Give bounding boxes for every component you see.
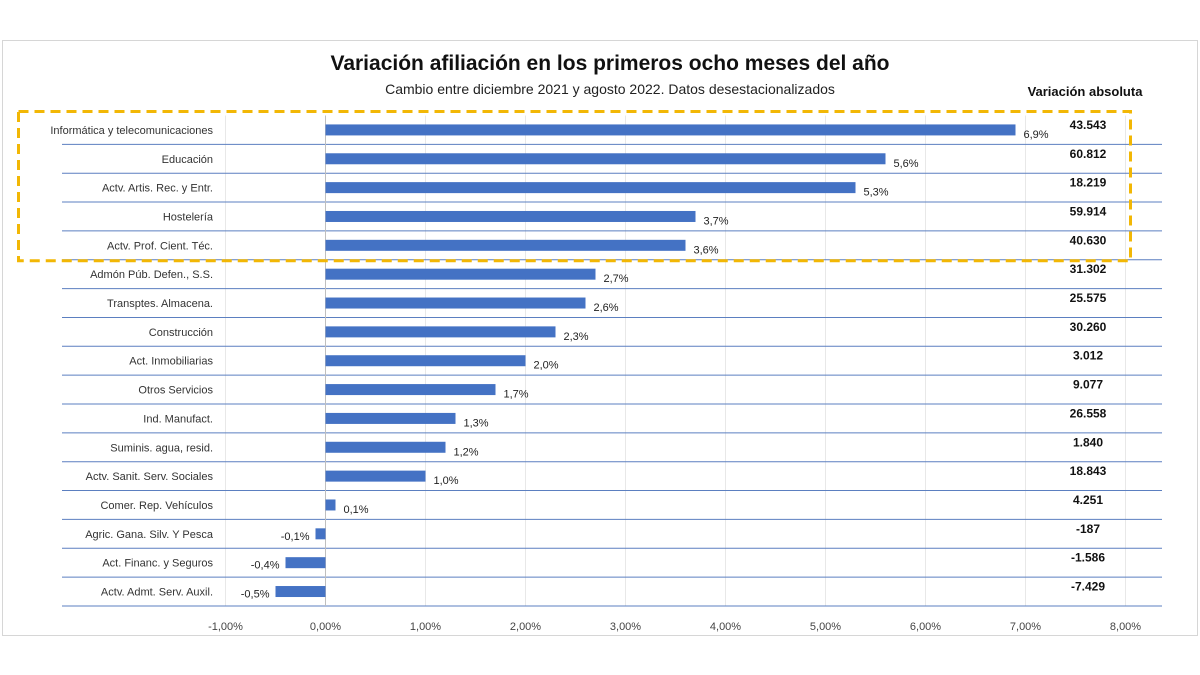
absolute-value: 60.812 xyxy=(1070,147,1107,161)
absolute-variation-header: Variación absoluta xyxy=(1027,84,1143,99)
bar xyxy=(325,326,556,338)
absolute-value: 31.302 xyxy=(1070,262,1107,276)
bar xyxy=(275,586,326,598)
category-label: Actv. Admt. Serv. Auxil. xyxy=(101,587,213,599)
bar xyxy=(325,268,596,280)
category-label: Act. Financ. y Seguros xyxy=(102,558,213,570)
bar xyxy=(325,124,1016,136)
chart-subtitle: Cambio entre diciembre 2021 y agosto 202… xyxy=(385,81,835,97)
data-label: 0,1% xyxy=(344,504,369,516)
x-tick-label: 7,00% xyxy=(1010,621,1041,633)
category-label: Actv. Sanit. Serv. Sociales xyxy=(86,471,214,483)
bar xyxy=(325,384,496,396)
absolute-value: 1.840 xyxy=(1073,435,1103,449)
data-label: 1,7% xyxy=(504,389,529,401)
data-label: 1,0% xyxy=(434,475,459,487)
absolute-value: 9.077 xyxy=(1073,378,1103,392)
category-label: Admón Púb. Defen., S.S. xyxy=(90,269,213,281)
x-tick-label: 1,00% xyxy=(410,621,441,633)
x-tick-label: 6,00% xyxy=(910,621,941,633)
category-label: Suminis. agua, resid. xyxy=(110,442,213,454)
bar xyxy=(325,239,686,251)
data-label: 6,9% xyxy=(1024,129,1049,141)
absolute-value: 18.219 xyxy=(1070,176,1107,190)
absolute-value: 30.260 xyxy=(1070,320,1107,334)
category-label: Informática y telecomunicaciones xyxy=(50,125,213,137)
category-label: Otros Servicios xyxy=(138,385,213,397)
x-tick-label: 0,00% xyxy=(310,621,341,633)
data-label: 2,3% xyxy=(564,331,589,343)
absolute-value: -1.586 xyxy=(1071,551,1105,565)
x-tick-label: 8,00% xyxy=(1110,621,1141,633)
absolute-value: 59.914 xyxy=(1070,204,1107,218)
bar xyxy=(285,557,326,569)
bar xyxy=(325,499,336,511)
data-label: 5,6% xyxy=(894,158,919,170)
absolute-value: 3.012 xyxy=(1073,349,1103,363)
category-label: Actv. Prof. Cient. Téc. xyxy=(107,240,213,252)
data-label: 2,7% xyxy=(604,273,629,285)
x-tick-label: 5,00% xyxy=(810,621,841,633)
absolute-value: 25.575 xyxy=(1070,291,1107,305)
highlight-box xyxy=(17,110,1132,263)
x-tick-label: 4,00% xyxy=(710,621,741,633)
category-label: Construcción xyxy=(149,327,213,339)
absolute-value: 43.543 xyxy=(1070,118,1107,132)
category-label: Transptes. Almacena. xyxy=(107,298,213,310)
absolute-value: 26.558 xyxy=(1070,406,1107,420)
chart-title: Variación afiliación en los primeros och… xyxy=(330,52,890,75)
absolute-value: 40.630 xyxy=(1070,233,1107,247)
x-tick-label: 3,00% xyxy=(610,621,641,633)
category-label: Act. Inmobiliarias xyxy=(129,356,213,368)
data-label: 1,3% xyxy=(464,417,489,429)
x-tick-label: -1,00% xyxy=(208,621,243,633)
category-label: Agric. Gana. Silv. Y Pesca xyxy=(85,529,214,541)
absolute-value: 4.251 xyxy=(1073,493,1103,507)
data-label: 1,2% xyxy=(454,446,479,458)
bar xyxy=(325,182,856,194)
absolute-value: 18.843 xyxy=(1070,464,1107,478)
absolute-value: -7.429 xyxy=(1071,580,1105,594)
data-label: 2,6% xyxy=(594,302,619,314)
data-label: 2,0% xyxy=(534,360,559,372)
bar xyxy=(325,297,586,309)
bar xyxy=(325,153,886,165)
absolute-value: -187 xyxy=(1076,522,1100,536)
bar xyxy=(325,412,456,424)
data-label: 5,3% xyxy=(864,187,889,199)
category-label: Hostelería xyxy=(163,211,214,223)
data-label: -0,4% xyxy=(251,560,280,572)
data-label: -0,5% xyxy=(241,589,270,601)
x-tick-label: 2,00% xyxy=(510,621,541,633)
bar xyxy=(315,528,326,540)
category-label: Ind. Manufact. xyxy=(143,413,213,425)
bar xyxy=(325,355,526,367)
bar xyxy=(325,210,696,222)
bar xyxy=(325,470,426,482)
data-label: 3,6% xyxy=(694,244,719,256)
category-label: Actv. Artis. Rec. y Entr. xyxy=(102,183,213,195)
data-label: -0,1% xyxy=(281,531,310,543)
data-label: 3,7% xyxy=(704,215,729,227)
bar xyxy=(325,441,446,453)
category-label: Educación xyxy=(162,154,213,166)
chart-frame xyxy=(2,40,1198,636)
category-label: Comer. Rep. Vehículos xyxy=(100,500,213,512)
